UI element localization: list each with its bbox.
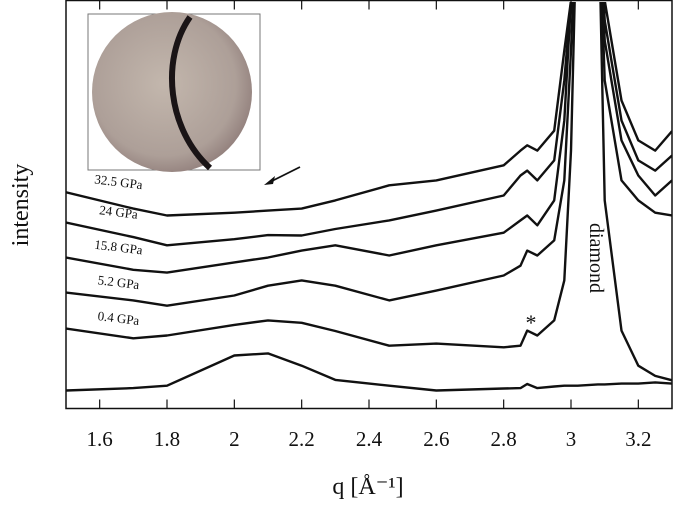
x-tick-label: 2.8 [491, 427, 517, 451]
x-tick-label: 1.8 [154, 427, 180, 451]
plot-area [66, 2, 672, 392]
x-tick-label: 2.6 [423, 427, 449, 451]
x-axis-label: q [Å⁻¹] [332, 474, 403, 500]
y-axis-label: intensity [8, 164, 34, 247]
series-label: 32.5 GPa [94, 171, 144, 192]
series-line [66, 352, 672, 392]
x-tick-label: 3 [566, 427, 577, 451]
series-line [66, 2, 672, 217]
arrow-head [264, 176, 275, 185]
annotation: * [526, 310, 537, 335]
series-label: 15.8 GPa [94, 237, 144, 258]
annotation: diamond [585, 223, 607, 293]
x-tick-label: 1.6 [87, 427, 113, 451]
series-line [66, 2, 672, 247]
x-tick-label: 2.4 [356, 427, 383, 451]
x-tick-label: 2.2 [289, 427, 315, 451]
x-tick-label: 3.2 [625, 427, 651, 451]
series-line [66, 2, 672, 382]
series-label: 0.4 GPa [97, 308, 141, 328]
series-line [66, 2, 672, 307]
inset [87, 12, 301, 185]
series-label: 24 GPa [98, 202, 138, 222]
x-tick-label: 2 [229, 427, 240, 451]
inset-ring [169, 15, 213, 171]
series-label: 5.2 GPa [97, 272, 141, 292]
series-line [66, 2, 672, 274]
